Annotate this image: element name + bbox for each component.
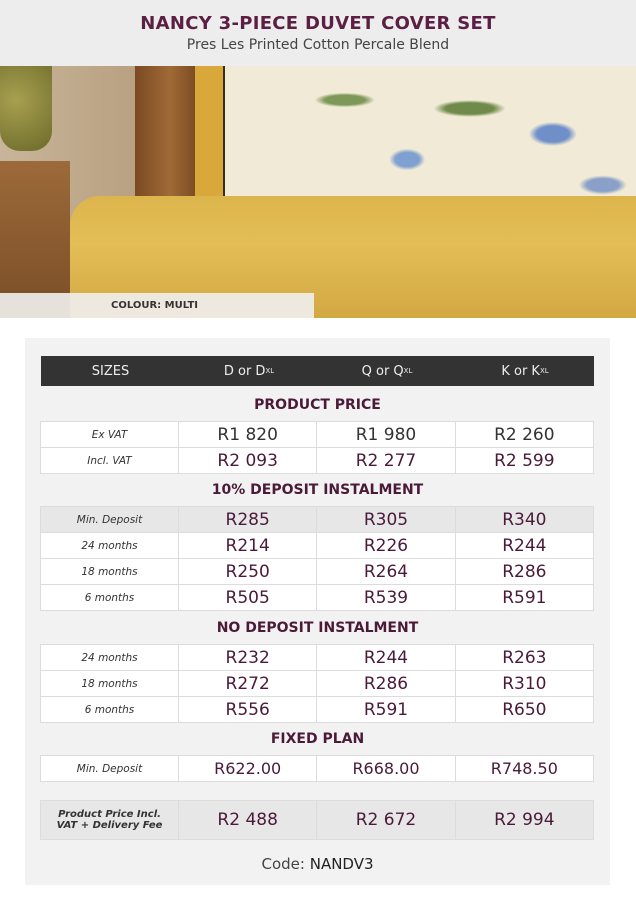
col-queen: Q or Q XL: [361, 363, 413, 379]
price-cell: R2 093: [178, 447, 318, 474]
price-cell: R591: [316, 696, 456, 723]
price-cell: R668.00: [316, 755, 456, 782]
deposit-row-18-months: 18 months R250 R264 R286: [40, 558, 594, 585]
price-cell: R310: [454, 670, 594, 697]
deposit-row-min-deposit: Min. Deposit R285 R305 R340: [40, 506, 594, 533]
price-cell: R539: [316, 584, 456, 611]
price-cell: R748.50: [454, 755, 594, 782]
section-no-deposit: NO DEPOSIT INSTALMENT: [216, 620, 419, 636]
row-incl-vat: Incl. VAT R2 093 R2 277 R2 599: [40, 447, 594, 474]
row-label: Min. Deposit: [40, 755, 179, 782]
price-cell: R556: [178, 696, 318, 723]
table-header: SIZES D or D XL Q or Q XL K or K XL: [41, 356, 594, 386]
price-cell: R2 672: [316, 800, 456, 840]
price-cell: R214: [178, 532, 318, 559]
product-subtitle: Pres Les Printed Cotton Percale Blend: [186, 37, 450, 53]
product-title: NANCY 3-PIECE DUVET COVER SET: [140, 13, 496, 34]
price-cell: R340: [454, 506, 594, 533]
price-cell: R272: [178, 670, 318, 697]
deposit-row-24-months: 24 months R214 R226 R244: [40, 532, 594, 559]
pillow-image: [195, 66, 225, 206]
no-deposit-row-24-months: 24 months R232 R244 R263: [40, 644, 594, 671]
row-label: 24 months: [40, 644, 179, 671]
product-code: Code: NANDV3: [261, 855, 374, 873]
section-product-price: PRODUCT PRICE: [254, 397, 381, 413]
nightstand-image: [0, 161, 70, 318]
col-king: K or K XL: [501, 363, 549, 379]
row-ex-vat: Ex VAT R1 820 R1 980 R2 260: [40, 421, 594, 448]
colour-label: COLOUR: MULTI: [0, 293, 314, 318]
row-label: Incl. VAT: [40, 447, 179, 474]
price-cell: R232: [178, 644, 318, 671]
section-deposit: 10% DEPOSIT INSTALMENT: [211, 482, 424, 498]
page-header: NANCY 3-PIECE DUVET COVER SET Pres Les P…: [0, 0, 636, 66]
price-cell: R1 980: [316, 421, 456, 448]
fixed-row-min-deposit: Min. Deposit R622.00 R668.00 R748.50: [40, 755, 594, 782]
price-cell: R244: [316, 644, 456, 671]
price-cell: R2 599: [454, 447, 594, 474]
no-deposit-row-6-months: 6 months R556 R591 R650: [40, 696, 594, 723]
row-label: 18 months: [40, 670, 179, 697]
no-deposit-row-18-months: 18 months R272 R286 R310: [40, 670, 594, 697]
col-sizes: SIZES: [91, 363, 130, 379]
price-cell: R263: [454, 644, 594, 671]
deposit-row-6-months: 6 months R505 R539 R591: [40, 584, 594, 611]
price-cell: R591: [454, 584, 594, 611]
price-cell: R250: [178, 558, 318, 585]
row-label: Ex VAT: [40, 421, 179, 448]
row-label: 24 months: [40, 532, 179, 559]
price-cell: R226: [316, 532, 456, 559]
price-cell: R1 820: [178, 421, 318, 448]
price-cell: R2 260: [454, 421, 594, 448]
price-cell: R650: [454, 696, 594, 723]
price-cell: R286: [454, 558, 594, 585]
price-cell: R244: [454, 532, 594, 559]
price-cell: R2 488: [178, 800, 318, 840]
price-cell: R286: [316, 670, 456, 697]
row-label: 6 months: [40, 696, 179, 723]
row-label: 18 months: [40, 558, 179, 585]
row-label: Min. Deposit: [40, 506, 179, 533]
row-label: Product Price Incl. VAT + Delivery Fee: [40, 800, 179, 840]
price-cell: R2 994: [454, 800, 594, 840]
price-cell: R264: [316, 558, 456, 585]
price-cell: R2 277: [316, 447, 456, 474]
price-cell: R285: [178, 506, 318, 533]
section-fixed-plan: FIXED PLAN: [270, 731, 365, 747]
lamp-image: [0, 66, 52, 151]
price-cell: R305: [316, 506, 456, 533]
row-total-incl-delivery: Product Price Incl. VAT + Delivery Fee R2…: [40, 800, 594, 840]
col-double: D or D XL: [223, 363, 275, 379]
price-cell: R505: [178, 584, 318, 611]
price-cell: R622.00: [178, 755, 318, 782]
product-photo: COLOUR: MULTI: [0, 66, 636, 318]
row-label: 6 months: [40, 584, 179, 611]
